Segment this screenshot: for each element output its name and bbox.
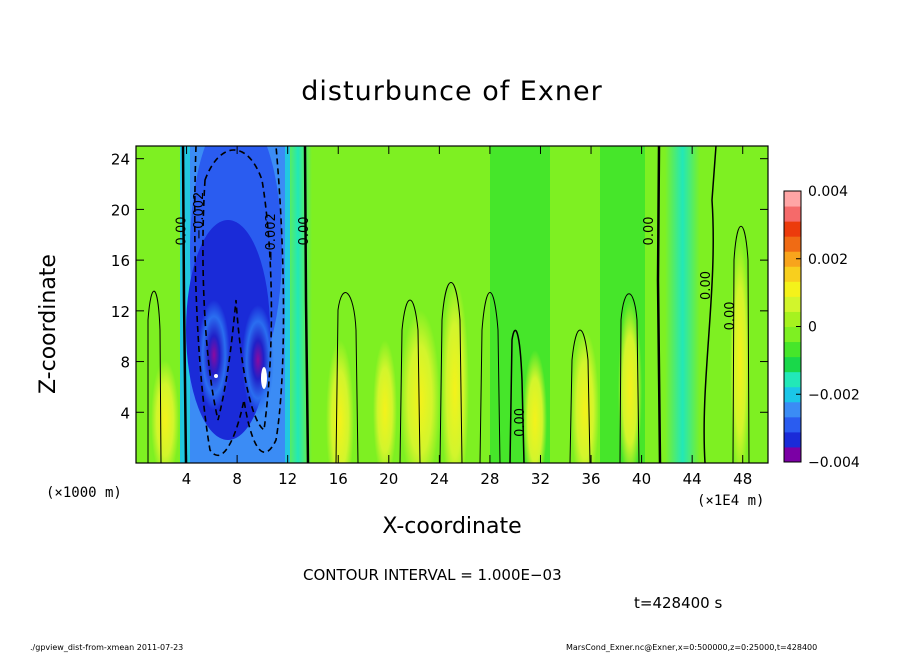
contour-positive: [439, 282, 463, 463]
x-tick-label: 40: [632, 470, 651, 488]
footer-right: MarsCond_Exner.nc@Exner,x=0:500000,z=0:2…: [566, 643, 818, 652]
footer-left: ./gpview_dist-from-xmean 2011-07-23: [30, 643, 184, 652]
x-tick-label: 20: [379, 470, 398, 488]
colorbar-segment: [784, 371, 801, 388]
x-unit-label: (×1000 m): [46, 485, 122, 501]
colorbar-segment: [784, 446, 801, 463]
x-tick-label: 4: [182, 470, 192, 488]
contour-interval-label: CONTOUR INTERVAL = 1.000E−03: [303, 566, 562, 584]
y-tick-label: 8: [120, 354, 130, 372]
positive-anomaly: [523, 350, 547, 463]
contour-positive: [619, 293, 640, 463]
y-axis-label: Z-coordinate: [36, 254, 61, 394]
contour-positive: [509, 329, 525, 463]
contour-positive: [479, 292, 501, 463]
colorbar-segment: [784, 296, 801, 312]
positive-anomaly: [441, 280, 469, 463]
chart-title: disturbunce of Exner: [301, 76, 603, 107]
contour-positive: [732, 225, 750, 463]
x-tick-label: 12: [278, 470, 297, 488]
contour-label: 0.00: [297, 216, 312, 245]
y-tick-label: 4: [120, 404, 130, 422]
colorbar-segment: [784, 221, 801, 237]
plot-area: [136, 146, 768, 463]
contour-label: 0.00: [174, 216, 189, 245]
positive-anomaly: [618, 300, 642, 463]
contour-positive: [147, 290, 162, 463]
white-hole: [214, 374, 218, 378]
colorbar-segment: [784, 341, 801, 358]
contour-label: −0.002: [192, 192, 207, 240]
positive-anomaly: [373, 340, 397, 463]
y-tick-label: 20: [111, 201, 130, 219]
plot-frame: [135, 145, 769, 464]
colorbar-segment: [784, 386, 801, 403]
contour-zero: [703, 146, 717, 463]
contour-zero: [303, 146, 310, 463]
positive-anomaly: [151, 360, 179, 463]
contour-negative: [202, 149, 273, 432]
colorbar-segment: [784, 356, 801, 373]
x-tick-label: 36: [581, 470, 600, 488]
contour-negative: [193, 146, 285, 457]
colorbar-segment: [784, 266, 801, 282]
contour-positive: [569, 329, 591, 463]
x-tick-label: 48: [733, 470, 752, 488]
colorbar-segment: [784, 326, 801, 343]
x-axis: 4 8 12 16 20 24 28 32 36 40 44 48: [182, 146, 752, 488]
colorbar-segment: [784, 281, 801, 297]
y-tick-label: 16: [111, 252, 130, 270]
positive-anomaly: [326, 340, 354, 463]
contour-zero: [656, 146, 662, 463]
contour-label: 0.00: [642, 216, 657, 245]
negative-anomaly-core: [198, 300, 230, 410]
colorbar-segment: [784, 251, 801, 267]
contour-lines: [147, 146, 750, 463]
x-tick-label: 32: [531, 470, 550, 488]
colorbar-tick-label: −0.004: [808, 455, 860, 471]
contour-positive: [399, 299, 421, 463]
contour-label: 0.00: [699, 271, 714, 300]
time-label: t=428400 s: [634, 594, 723, 612]
colorbar: 0.004 0.002 0 −0.002 −0.004: [783, 184, 860, 471]
colorbar-tick-label: 0.002: [808, 252, 848, 268]
x-tick-label: 8: [232, 470, 242, 488]
colorbar-tick-label: 0.004: [808, 184, 848, 200]
colorbar-segment: [784, 236, 801, 252]
colorbar-segment: [784, 191, 801, 207]
x-tick-label: 24: [430, 470, 449, 488]
colorbar-tick-label: −0.002: [808, 387, 860, 403]
x-unit-label-right: (×1E4 m): [697, 493, 765, 509]
colorbar-segment: [784, 431, 801, 448]
contour-label: −0.002: [264, 213, 279, 261]
white-hole: [261, 367, 267, 389]
x-tick-label: 28: [480, 470, 499, 488]
positive-anomaly: [571, 330, 599, 463]
contour-label: 0.00: [723, 301, 738, 330]
negative-anomaly-core: [242, 305, 274, 415]
contour-positive: [335, 292, 359, 463]
y-axis: 4 8 12 16 20 24: [111, 151, 768, 422]
field-band: [665, 146, 700, 463]
contour-zero: [181, 146, 188, 463]
y-tick-label: 12: [111, 303, 130, 321]
x-axis-label: X-coordinate: [382, 514, 522, 539]
x-tick-label: 44: [683, 470, 702, 488]
y-tick-label: 24: [111, 151, 130, 169]
colorbar-segment: [784, 206, 801, 222]
colorbar-segment: [784, 401, 801, 418]
contour-labels: 0.00 −0.002 −0.002 0.00 0.000.000.000.00: [174, 192, 738, 437]
positive-anomaly: [730, 240, 750, 463]
contour-label: 0.00: [513, 408, 528, 437]
positive-anomaly: [400, 310, 440, 463]
x-tick-label: 16: [329, 470, 348, 488]
colorbar-segment: [784, 416, 801, 433]
colorbar-segment: [784, 311, 801, 327]
colorbar-tick-label: 0: [808, 320, 817, 336]
